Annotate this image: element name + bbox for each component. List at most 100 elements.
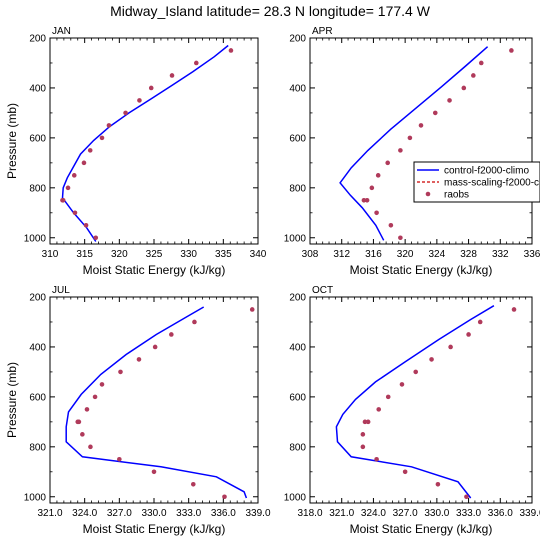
jan-raobs-point [87,148,93,153]
jul-panel-title: JUL [52,285,70,296]
apr-raobs-point [432,110,438,116]
apr-y-tick-label: 1000 [284,233,307,244]
oct-x-axis-title: Moist Static Energy (kJ/kg) [350,522,493,536]
apr-control-line [339,46,489,241]
oct-raobs-point [365,419,371,425]
jul-raobs-point [84,407,90,412]
panel-oct: OCT 318.0 321.0 324.0 327.0 330.0 333.0 336.0 33… [284,285,540,536]
apr-x-tick-label: 316 [365,249,382,260]
legend-item-label: mass-scaling-f2000-c [444,178,539,189]
jul-control-line [65,306,248,499]
apr-raobs-point [398,148,403,153]
jul-y-tick-label: 400 [29,342,46,353]
jan-y-axis-title: Pressure (mb) [5,103,19,179]
apr-data-area [339,46,514,241]
jan-y-tick-label: 200 [29,34,46,45]
oct-raobs-point [477,319,483,325]
jan-raobs-point [123,110,128,116]
oct-raobs-point [399,382,405,387]
jul-raobs-point [99,382,105,387]
legend: control-f2000-climomass-scaling-f2000-cr… [413,161,540,203]
jan-raobs-point [72,210,78,216]
oct-y-tick-label: 200 [289,293,306,304]
oct-control-line [335,305,495,499]
oct-raobs-point [511,307,517,312]
jan-x-axis-title: Moist Static Energy (kJ/kg) [83,263,226,277]
apr-raobs-point [478,60,484,66]
apr-raobs-point [369,185,375,191]
jul-x-tick-label: 330.0 [141,508,166,519]
oct-raobs-point [360,444,366,450]
oct-panel-title: OCT [312,285,333,296]
apr-x-tick-label: 308 [302,249,319,260]
oct-y-tick-label: 1000 [284,492,307,503]
jul-raobs-point [118,369,123,375]
apr-raobs-point [364,198,370,203]
apr-x-tick-label: 320 [397,249,414,260]
apr-raobs-point [375,173,381,178]
oct-x-tick-label: 333.0 [456,508,481,519]
oct-y-tick-label: 800 [289,442,306,453]
oct-raobs-point [413,369,419,375]
apr-x-tick-label: 336 [524,249,540,260]
panels-group: JAN 310 315 320 325 330 335 340 200 400 600 800 1000… [5,26,540,536]
jan-raobs-point [83,222,89,228]
jul-y-tick-label: 800 [29,442,46,453]
apr-y-tick-label: 600 [289,133,306,144]
jan-y-tick-label: 1000 [24,233,47,244]
jan-y-tick-label: 800 [29,183,46,194]
oct-x-tick-label: 327.0 [393,508,418,519]
legend-item-label: control-f2000-climo [444,166,529,177]
jan-x-tick-label: 320 [111,249,128,260]
apr-raobs-point [385,160,391,166]
apr-plot-frame [309,37,533,245]
apr-raobs-point [388,222,394,228]
oct-raobs-point [429,357,434,362]
apr-x-tick-label: 332 [492,249,509,260]
oct-raobs-point [464,494,469,500]
jan-panel-title: JAN [52,26,71,37]
jul-raobs-point [92,394,98,400]
jul-y-tick-label: 1000 [24,492,47,503]
panel-apr: APR 308 312 316 320 324 328 332 336 200 400 600 800 1… [284,26,540,277]
jul-raobs-point [152,344,158,350]
jan-y-tick-label: 600 [29,133,46,144]
panel-jul: JUL 321.0 324.0 327.0 330.0 333.0 336.0 339.0 20… [5,285,271,536]
jan-x-tick-label: 315 [76,249,93,260]
apr-raobs-point [509,48,514,53]
jan-control-line [61,44,229,242]
oct-raobs-point [362,419,368,425]
apr-raobs-point [361,198,367,203]
apr-raobs-point [374,210,379,216]
apr-x-tick-label: 312 [333,249,350,260]
jul-raobs-point [249,307,255,312]
oct-data-area [335,305,517,500]
jan-x-tick-label: 310 [42,249,59,260]
jul-x-axis-title: Moist Static Energy (kJ/kg) [83,522,226,536]
apr-raobs-point [461,85,467,91]
jul-raobs-point [80,432,85,437]
jul-x-tick-label: 324.0 [72,508,97,519]
apr-y-tick-label: 400 [289,83,306,94]
jan-plot-frame [49,37,259,245]
oct-raobs-point [376,407,382,412]
jan-raobs-point [228,48,234,53]
jul-y-tick-label: 200 [29,293,46,304]
apr-panel-title: APR [312,26,333,37]
panel-jan: JAN 310 315 320 325 330 335 340 200 400 600 800 1000… [5,26,267,277]
oct-raobs-point [385,394,391,400]
jan-raobs-point [93,235,99,241]
jan-raobs-point [169,73,175,78]
apr-y-tick-label: 200 [289,34,306,45]
jul-raobs-point [136,357,142,362]
jul-raobs-point [75,419,81,425]
apr-raobs-point [407,135,413,141]
oct-x-tick-label: 336.0 [488,508,513,519]
jan-raobs-point [106,123,112,128]
apr-raobs-point [418,123,424,128]
oct-x-tick-label: 324.0 [361,508,386,519]
oct-raobs-point [435,481,441,487]
jul-raobs-point [192,319,197,325]
jul-raobs-point [88,444,93,450]
